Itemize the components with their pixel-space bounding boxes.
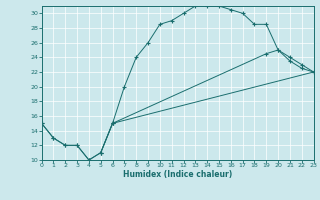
X-axis label: Humidex (Indice chaleur): Humidex (Indice chaleur) (123, 170, 232, 179)
